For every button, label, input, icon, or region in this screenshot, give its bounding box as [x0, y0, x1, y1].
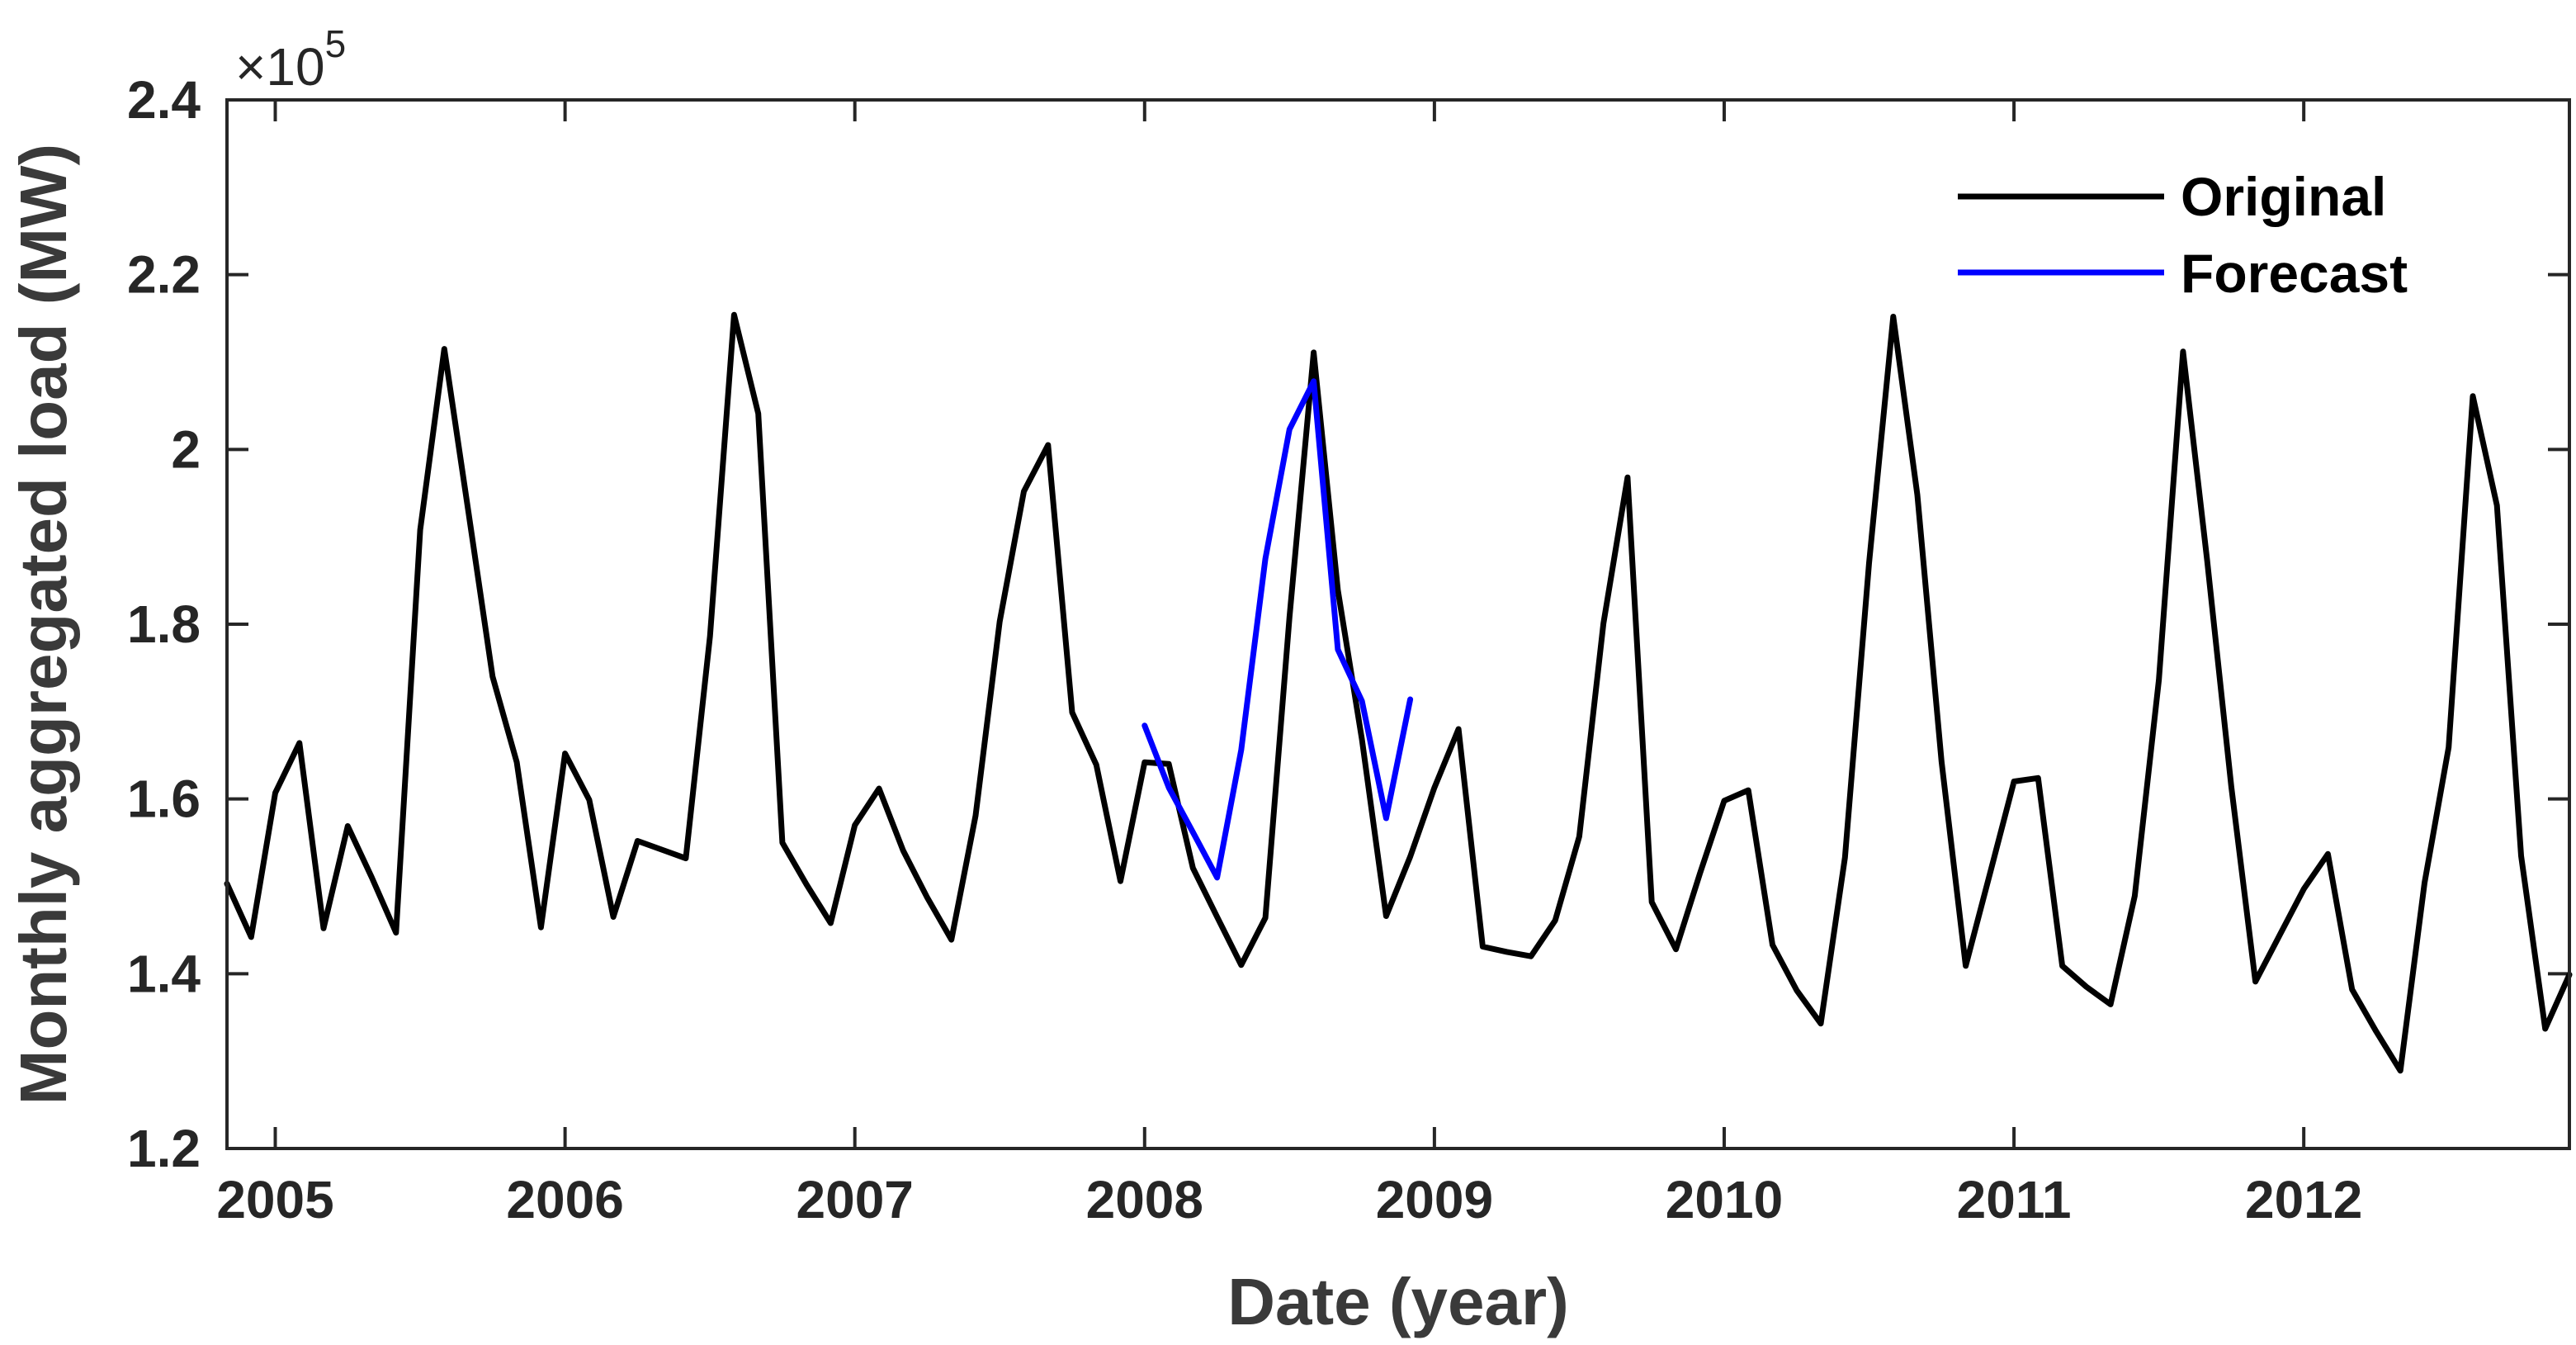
- y-tick-label: 1.2: [127, 1119, 201, 1178]
- x-tick-label: 2011: [1957, 1170, 2072, 1229]
- y-axis-title: Monthly aggregated load (MW): [7, 144, 80, 1105]
- x-tick-label: 2009: [1376, 1170, 1493, 1229]
- y-tick-label: 2.2: [127, 245, 201, 305]
- series-line-forecast: [1141, 378, 1414, 881]
- x-tick-label: 2010: [1666, 1170, 1783, 1229]
- y-tick-label: 2: [171, 419, 201, 479]
- x-axis-title: Date (year): [1227, 1265, 1569, 1338]
- plot-background: [227, 100, 2569, 1148]
- x-tick-label: 2006: [506, 1170, 623, 1229]
- x-tick-label: 2005: [216, 1170, 333, 1229]
- series-layer: [224, 311, 2573, 1074]
- legend: Original Forecast: [1958, 166, 2408, 304]
- y-tick-label: 2.4: [127, 70, 201, 130]
- y-tick-label: 1.8: [127, 594, 201, 654]
- y-tick-label: 1.4: [127, 944, 201, 1003]
- series-line-original: [224, 311, 2573, 1074]
- legend-label-forecast: Forecast: [2181, 243, 2408, 304]
- axis-ticks: [227, 98, 2569, 1150]
- x-tick-label: 2007: [796, 1170, 914, 1229]
- legend-label-original: Original: [2181, 166, 2386, 227]
- y-exponent-label: ×105: [235, 22, 346, 97]
- plot-frame: [225, 98, 2571, 1150]
- y-tick-label: 1.6: [127, 770, 201, 829]
- y-tick-labels: 1.2 1.4 1.6 1.8 2 2.2 2.4: [127, 70, 201, 1178]
- x-tick-labels: 2005 2006 2007 2008 2009 2010 2011 2012: [216, 1170, 2362, 1229]
- x-tick-label: 2012: [2245, 1170, 2362, 1229]
- x-tick-label: 2008: [1086, 1170, 1203, 1229]
